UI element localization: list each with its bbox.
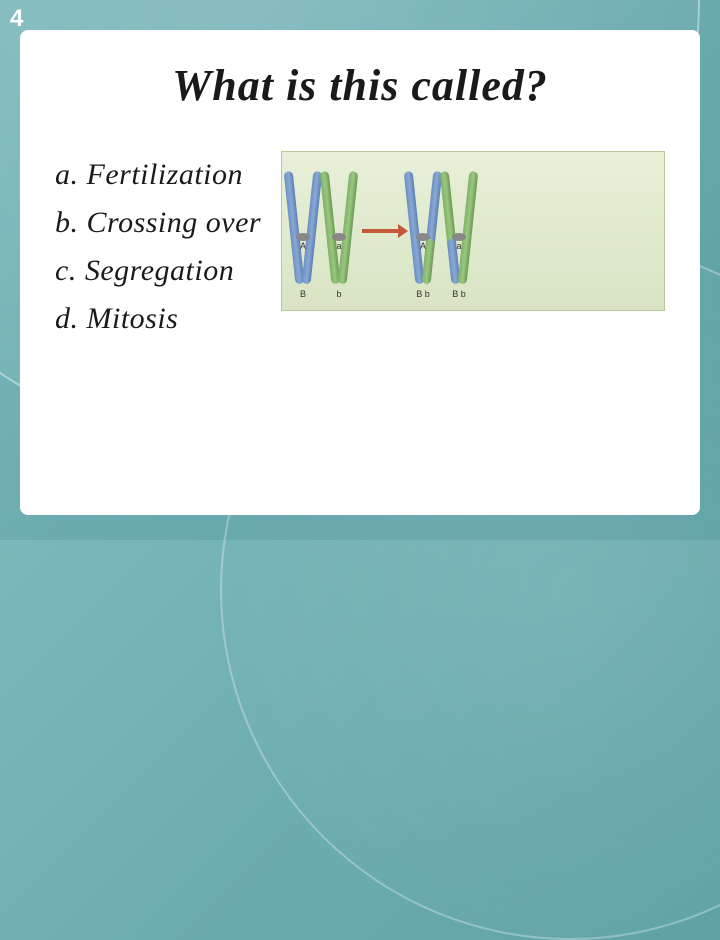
content-card: What is this called? a. Fertilization b.… (20, 30, 700, 515)
answer-options: a. Fertilization b. Crossing over c. Seg… (55, 151, 261, 343)
body-row: a. Fertilization b. Crossing over c. Seg… (55, 151, 665, 343)
option-b: b. Crossing over (55, 199, 261, 247)
question-title: What is this called? (55, 60, 665, 111)
option-a: a. Fertilization (55, 151, 261, 199)
chromosome-diagram: A B a b (281, 151, 665, 311)
option-d: d. Mitosis (55, 295, 261, 343)
chromosome-pair-after-1: A B b (410, 171, 436, 291)
slide-number: 4 (10, 5, 23, 33)
arrow-icon (362, 229, 400, 233)
chromosome-pair-before-2: a b (326, 171, 352, 291)
chromosome-pair-before-1: A B (290, 171, 316, 291)
chromosome-pair-after-2: a B b (446, 171, 472, 291)
option-c: c. Segregation (55, 247, 261, 295)
